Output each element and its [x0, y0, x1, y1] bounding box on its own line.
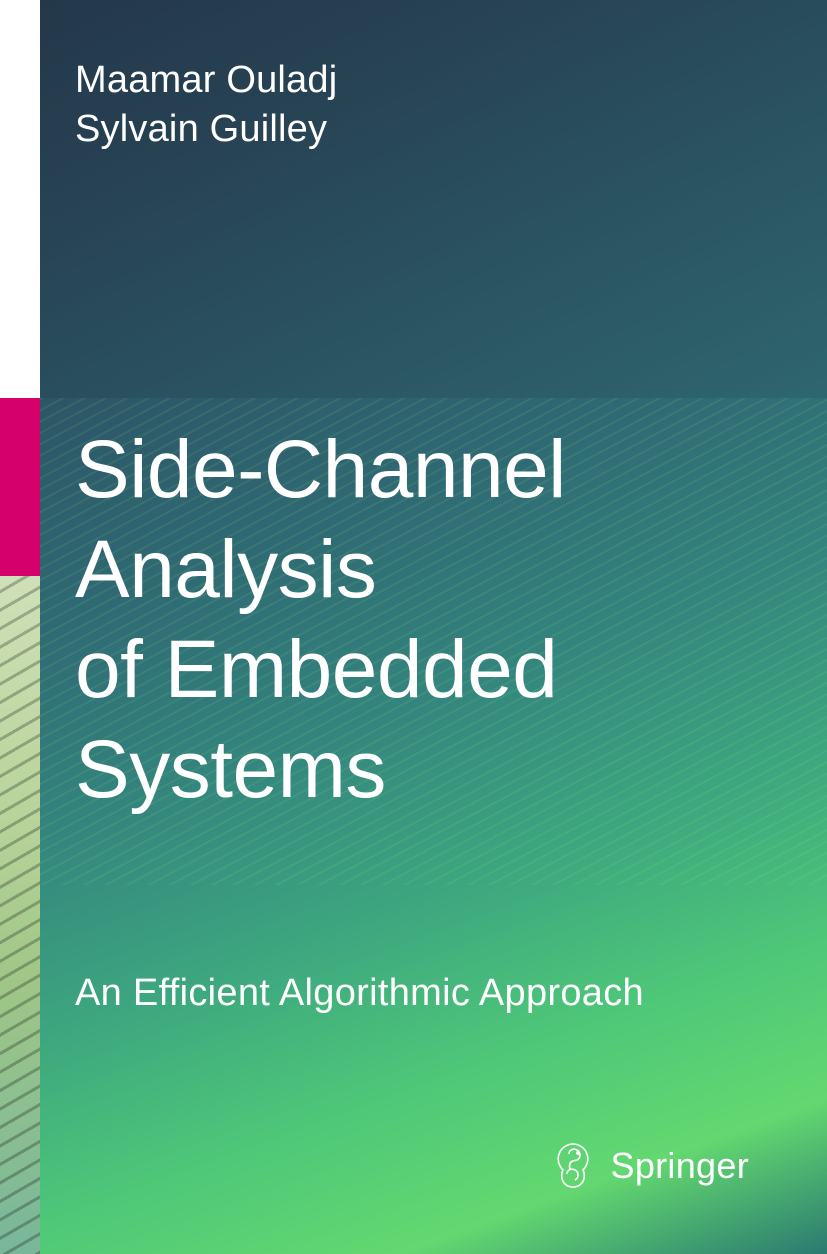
book-title: Side-Channel Analysis of Embedded System…: [75, 420, 566, 820]
publisher-name: Springer: [611, 1145, 749, 1187]
springer-horse-icon: [549, 1140, 597, 1192]
author-name: Maamar Ouladj: [75, 56, 337, 105]
authors-block: Maamar Ouladj Sylvain Guilley: [75, 56, 337, 155]
title-line: Systems: [75, 720, 566, 820]
title-line: of Embedded: [75, 620, 566, 720]
left-strip-magenta: [0, 398, 40, 576]
author-name: Sylvain Guilley: [75, 105, 337, 154]
book-cover: Maamar Ouladj Sylvain Guilley Side-Chann…: [0, 0, 827, 1254]
left-strip-photo: [0, 576, 40, 1254]
title-line: Side-Channel: [75, 420, 566, 520]
left-strip-white: [0, 0, 40, 398]
book-subtitle: An Efficient Algorithmic Approach: [75, 972, 644, 1015]
publisher-block: Springer: [549, 1140, 749, 1192]
title-line: Analysis: [75, 520, 566, 620]
